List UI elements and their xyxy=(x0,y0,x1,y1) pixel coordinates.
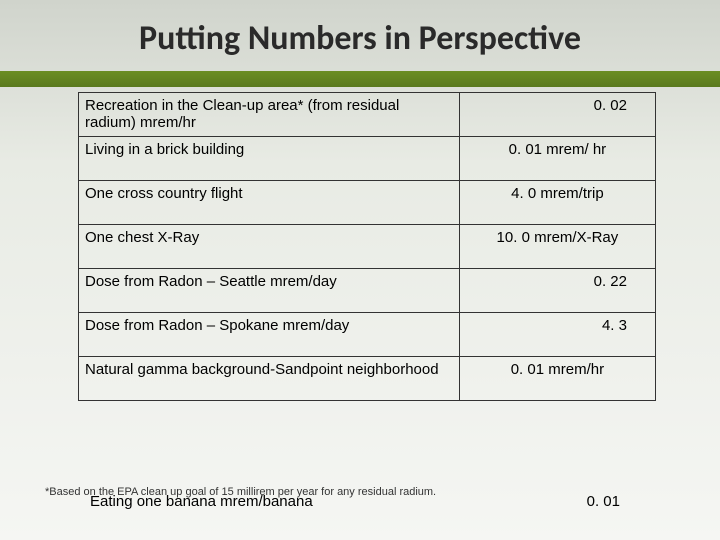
table-body: Recreation in the Clean-up area* (from r… xyxy=(79,93,656,401)
row-value: 4. 0 mrem/trip xyxy=(459,181,655,225)
slide-title: Putting Numbers in Perspective xyxy=(0,0,720,71)
table-row: One cross country flight 4. 0 mrem/trip xyxy=(79,181,656,225)
table-row: One chest X-Ray 10. 0 mrem/X-Ray xyxy=(79,225,656,269)
table-row: Dose from Radon – Seattle mrem/day 0. 22 xyxy=(79,269,656,313)
row-label: Natural gamma background-Sandpoint neigh… xyxy=(79,357,460,401)
row-label: Dose from Radon – Seattle mrem/day xyxy=(79,269,460,313)
row-value: 0. 22 xyxy=(459,269,655,313)
comparison-table-container: Recreation in the Clean-up area* (from r… xyxy=(78,92,656,401)
table-row: Living in a brick building 0. 01 mrem/ h… xyxy=(79,137,656,181)
row-label: Living in a brick building xyxy=(79,137,460,181)
overflow-row: Eating one banana mrem/banana 0. 01 xyxy=(90,493,650,510)
table-row: Natural gamma background-Sandpoint neigh… xyxy=(79,357,656,401)
row-value: 0. 01 mrem/hr xyxy=(459,357,655,401)
comparison-table: Recreation in the Clean-up area* (from r… xyxy=(78,92,656,401)
row-label: Recreation in the Clean-up area* (from r… xyxy=(79,93,460,137)
row-label: One cross country flight xyxy=(79,181,460,225)
overflow-label: Eating one banana mrem/banana xyxy=(90,493,530,510)
accent-bar xyxy=(0,71,720,87)
row-value: 4. 3 xyxy=(459,313,655,357)
row-label: Dose from Radon – Spokane mrem/day xyxy=(79,313,460,357)
overflow-value: 0. 01 xyxy=(530,493,650,510)
table-row: Dose from Radon – Spokane mrem/day 4. 3 xyxy=(79,313,656,357)
row-value: 0. 02 xyxy=(459,93,655,137)
row-value: 10. 0 mrem/X-Ray xyxy=(459,225,655,269)
row-label: One chest X-Ray xyxy=(79,225,460,269)
row-value: 0. 01 mrem/ hr xyxy=(459,137,655,181)
table-row: Recreation in the Clean-up area* (from r… xyxy=(79,93,656,137)
